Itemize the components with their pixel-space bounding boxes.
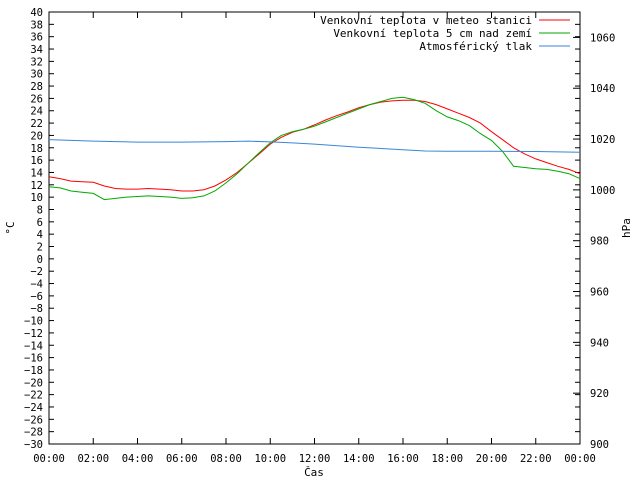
x-tick-label: 06:00 xyxy=(166,453,198,465)
x-tick-label: 16:00 xyxy=(387,453,419,465)
left-tick-label: 26 xyxy=(30,93,43,105)
left-tick-label: 30 xyxy=(30,69,43,81)
left-tick-label: −2 xyxy=(30,266,43,278)
right-tick-label: 1000 xyxy=(590,185,615,197)
left-tick-label: −26 xyxy=(24,414,43,426)
x-axis-ticks: 00:00 02:00 04:00 06:00 08:00 10:00 12:00 14:00… xyxy=(33,12,596,465)
left-tick-label: 16 xyxy=(30,155,43,167)
x-tick-label: 22:00 xyxy=(520,453,552,465)
left-tick-label: −24 xyxy=(24,402,43,414)
left-tick-label: 4 xyxy=(37,229,43,241)
left-tick-label: 40 xyxy=(30,7,43,19)
series-layer xyxy=(48,96,581,201)
right-tick-label: 920 xyxy=(590,388,609,400)
x-axis-title: Čas xyxy=(304,466,324,479)
x-tick-label: 04:00 xyxy=(122,453,154,465)
x-tick-label: 20:00 xyxy=(476,453,508,465)
left-tick-label: 32 xyxy=(30,56,43,68)
x-tick-label: 18:00 xyxy=(431,453,463,465)
x-tick-label: 00:00 xyxy=(564,453,596,465)
left-tick-label: −28 xyxy=(24,427,43,439)
legend: Venkovní teplota v meteo staniciVenkovní… xyxy=(320,14,570,53)
left-tick-label: −18 xyxy=(24,365,43,377)
x-tick-label: 08:00 xyxy=(210,453,242,465)
right-axis-ticks: 1060 1040 1020 1000 980 960 940 920 900 xyxy=(573,32,615,451)
left-tick-label: −8 xyxy=(30,303,43,315)
right-tick-label: 960 xyxy=(590,287,609,299)
left-tick-label: −22 xyxy=(24,390,43,402)
series-line-2 xyxy=(48,139,581,153)
left-tick-label: 6 xyxy=(37,217,43,229)
left-tick-label: −30 xyxy=(24,439,43,451)
left-tick-label: 18 xyxy=(30,143,43,155)
left-tick-label: 34 xyxy=(30,44,43,56)
left-tick-label: 22 xyxy=(30,118,43,130)
plot-frame xyxy=(48,11,581,445)
x-tick-label: 14:00 xyxy=(343,453,375,465)
legend-label-1: Venkovní teplota 5 cm nad zemí xyxy=(333,27,532,40)
left-tick-label: −16 xyxy=(24,353,43,365)
right-tick-label: 980 xyxy=(590,236,609,248)
left-tick-label: −4 xyxy=(30,279,43,291)
left-tick-label: 2 xyxy=(37,242,43,254)
left-tick-label: −12 xyxy=(24,328,43,340)
left-tick-label: 0 xyxy=(37,254,43,266)
left-tick-label: −20 xyxy=(24,377,43,389)
x-tick-label: 12:00 xyxy=(299,453,331,465)
right-tick-label: 1040 xyxy=(590,83,615,95)
left-tick-label: 12 xyxy=(30,180,43,192)
right-tick-label: 940 xyxy=(590,337,609,349)
left-tick-label: −10 xyxy=(24,316,43,328)
y-axis-title: °C xyxy=(4,221,17,234)
right-tick-label: 900 xyxy=(590,439,609,451)
legend-label-2: Atmosférický tlak xyxy=(419,40,532,53)
right-tick-label: 1020 xyxy=(590,134,615,146)
left-tick-label: −14 xyxy=(24,340,43,352)
left-tick-label: −6 xyxy=(30,291,43,303)
left-tick-label: 8 xyxy=(37,204,43,216)
legend-label-0: Venkovní teplota v meteo stanici xyxy=(320,14,532,27)
left-tick-label: 28 xyxy=(30,81,43,93)
left-tick-label: 20 xyxy=(30,130,43,142)
y2-axis-title: hPa xyxy=(620,218,633,238)
left-tick-label: 10 xyxy=(30,192,43,204)
series-line-1 xyxy=(48,96,581,201)
left-axis-ticks: 4038363432302826242220181614121086420−2−… xyxy=(24,7,580,451)
x-tick-label: 10:00 xyxy=(254,453,286,465)
right-tick-label: 1060 xyxy=(590,32,615,44)
x-tick-label: 02:00 xyxy=(77,453,109,465)
left-tick-label: 38 xyxy=(30,19,43,31)
left-tick-label: 36 xyxy=(30,32,43,44)
series-line-0 xyxy=(48,99,581,192)
x-tick-label: 00:00 xyxy=(33,453,65,465)
left-tick-label: 14 xyxy=(30,167,43,179)
left-tick-label: 24 xyxy=(30,106,43,118)
